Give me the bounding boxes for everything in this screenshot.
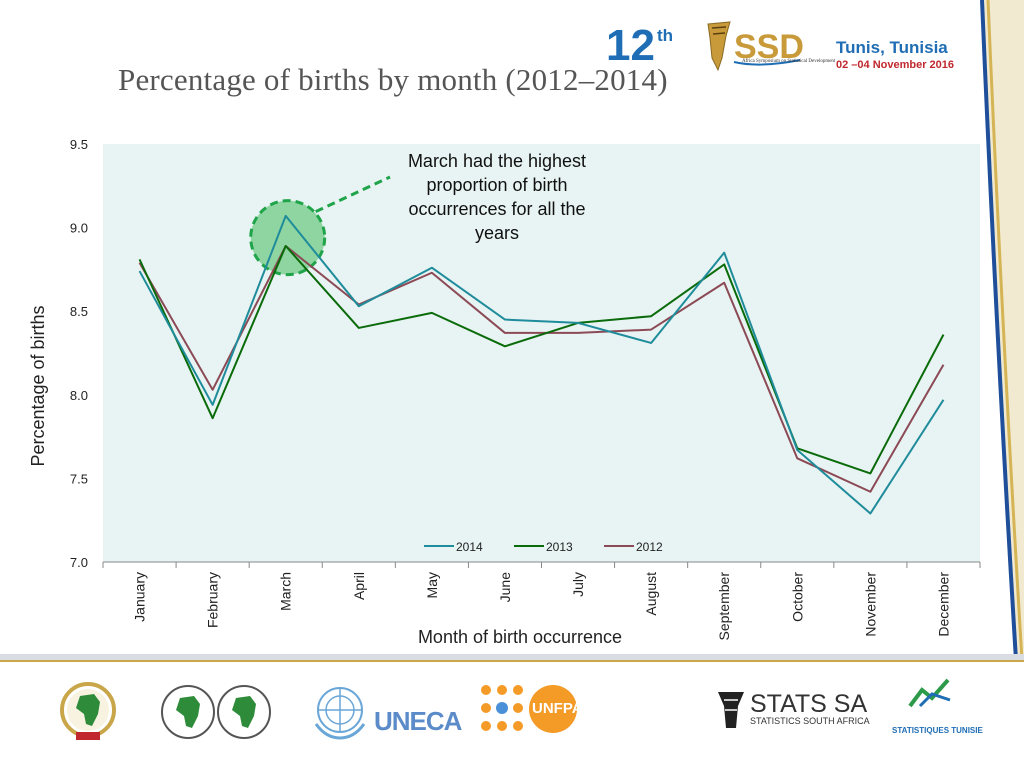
x-tick-label: March [278,572,294,611]
venue-dates: 02 –04 November 2016 [836,59,955,71]
x-tick-label: April [351,572,367,600]
annotation-line: occurrences for all the [408,199,585,219]
series-line-2014 [138,214,945,515]
highlight-circle [249,199,327,277]
uneca-logo-text: UNECA [374,706,462,736]
un-logo [314,687,366,740]
x-axis-label: Month of birth occurrence [418,627,622,647]
series-line-2013 [138,244,945,475]
x-tick-label: June [497,572,513,603]
y-axis: 7.0 7.5 8.0 8.5 9.0 9.5 [70,137,88,570]
edition-suffix: th [656,26,673,45]
x-tick-label: December [935,572,951,637]
x-tick-label: September [716,572,732,641]
annotation-line: proportion of birth [426,175,567,195]
edition-number: 12 [606,21,655,70]
page-title: Percentage of births by month (2012–2014… [118,62,668,97]
african-union-logo [60,682,116,740]
legend-label-2014: 2014 [456,540,483,554]
unfpa-dots-icon [481,685,523,731]
annotation-pointer [315,175,391,213]
symposium-logo: SSD [707,21,804,72]
unfpa-logo-text: UNFPA [532,700,583,717]
x-tick-label: May [424,572,440,598]
x-tick-label: February [205,572,221,628]
legend-label-2012: 2012 [636,540,663,554]
x-tick-label: July [570,572,586,597]
y-axis-label: Percentage of births [28,305,48,466]
stats-sa-logo-text: STATS SA [750,690,868,718]
annotation-text: March had the highest proportion of birth… [408,151,586,243]
venue-city: Tunis, Tunisia [836,38,948,57]
legend: 2014 2013 2012 [424,540,663,554]
footer-divider [0,654,1024,660]
y-tick-label: 7.0 [70,555,88,570]
y-tick-label: 7.5 [70,471,88,486]
x-tick-label: November [862,572,878,637]
y-tick-label: 8.0 [70,388,88,403]
stats-sa-subtext: STATISTICS SOUTH AFRICA [750,716,870,726]
annotation-line: March had the highest [408,151,586,171]
stats-sa-icon [718,692,744,728]
series-line-2012 [138,244,945,493]
svg-text:SSD: SSD [734,28,804,66]
plot-area [103,144,980,562]
y-tick-label: 8.5 [70,304,88,319]
tunisie-subtext: STATISTIQUES TUNISIE [892,726,983,735]
symposium-caption: Africa Symposium on Statistical Developm… [742,59,836,64]
x-tick-label: January [132,572,148,622]
x-axis: January February March April May June July Augu… [102,561,981,641]
line-chart: 7.0 7.5 8.0 8.5 9.0 9.5 January February March A… [28,137,981,647]
footer-logos: UNECA UNFPA STATS SA STATISTICS SOUTH AF… [0,668,1024,768]
right-decoration [980,0,1024,660]
footer-divider-accent [0,660,1024,662]
x-tick-label: October [789,572,805,622]
venue-info: Tunis, Tunisia 02 –04 November 2016 [836,38,954,72]
x-tick-label: August [643,572,659,616]
afdb-logo [161,685,271,739]
tunisie-logo-icon [908,678,951,708]
annotation-line: years [475,223,519,243]
y-tick-label: 9.5 [70,137,88,152]
y-tick-label: 9.0 [70,221,88,236]
series-lines [138,214,945,515]
legend-label-2013: 2013 [546,540,573,554]
unfpa-badge [529,685,577,733]
